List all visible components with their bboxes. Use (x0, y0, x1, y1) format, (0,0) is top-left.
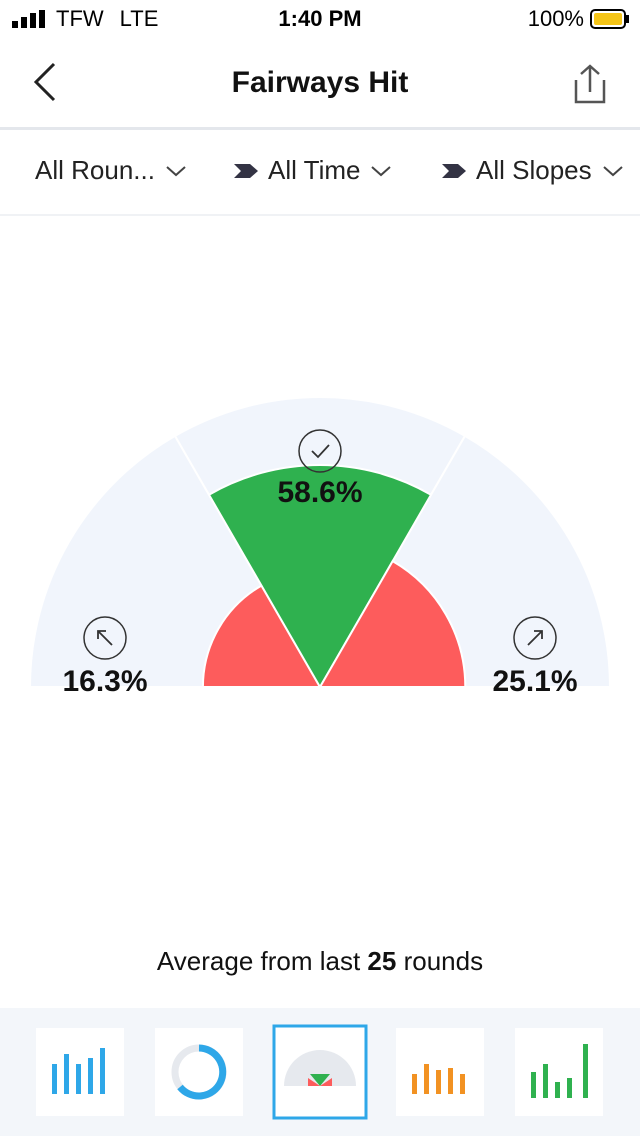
battery-icon (590, 9, 629, 29)
chart: 16.3% 58.6% 25.1% (28, 396, 612, 698)
direction-glyph (97, 630, 113, 646)
carrier: TFW (56, 6, 104, 31)
sector (318, 559, 467, 688)
divider (0, 214, 640, 216)
filter[interactable]: All Slopes (442, 155, 624, 186)
filter-label: All Slopes (476, 155, 592, 185)
direction-icon (298, 429, 342, 473)
direction-glyph (311, 444, 330, 459)
filter[interactable]: All Roun... (35, 155, 187, 186)
sector (207, 464, 433, 690)
share-button[interactable] (568, 62, 612, 111)
sector (201, 584, 322, 688)
value-label: 25.1% (492, 665, 577, 698)
back-button[interactable] (30, 60, 60, 109)
divider (0, 127, 640, 130)
footer-note: Average from last 25 rounds (0, 946, 640, 977)
network: LTE (119, 6, 159, 31)
footer-text: Average from last (156, 946, 361, 976)
value-label: 16.3% (62, 665, 147, 698)
filter[interactable]: All Time (234, 155, 392, 186)
status-left: TFW LTE (12, 6, 158, 32)
direction-icon (83, 616, 127, 660)
direction-icon (513, 616, 557, 660)
filter-label: All Roun... (35, 155, 155, 185)
tab-bar (0, 1008, 640, 1136)
page-title: Fairways Hit (231, 66, 409, 99)
round-count: 25 (367, 946, 397, 976)
direction-glyph (527, 630, 543, 646)
battery-percent: 100% (527, 6, 584, 31)
filter-label: All Time (268, 155, 361, 185)
value-label: 58.6% (277, 476, 362, 509)
footer-text: rounds (403, 946, 484, 976)
status-right: 100% (528, 6, 630, 32)
clock: 1:40 PM (278, 6, 362, 31)
signal-icon (12, 10, 45, 28)
